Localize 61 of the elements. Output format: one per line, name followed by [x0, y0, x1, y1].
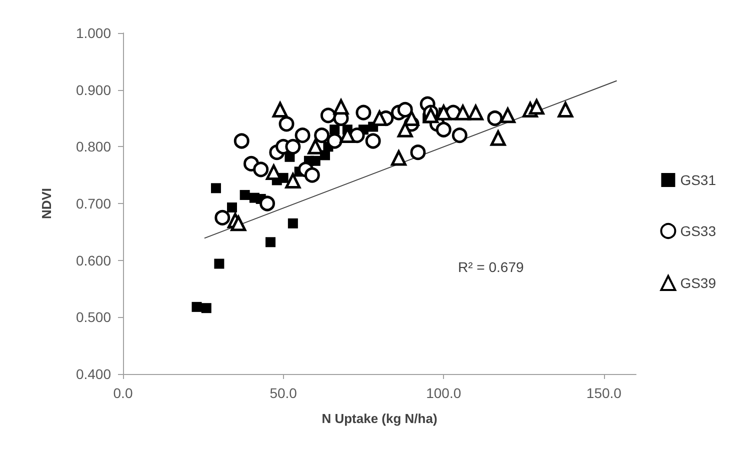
- point: [390, 150, 406, 166]
- y-tick-label: 0.400: [76, 366, 112, 382]
- point: [330, 124, 340, 135]
- point: [227, 202, 238, 212]
- point: [192, 302, 202, 312]
- point: [214, 210, 230, 226]
- point: [278, 116, 294, 132]
- point: [436, 122, 452, 138]
- point: [490, 130, 506, 146]
- point: [310, 156, 320, 166]
- legend-label: GS31: [680, 172, 716, 188]
- point: [272, 102, 288, 118]
- legend-label: GS39: [680, 275, 716, 291]
- point: [528, 99, 544, 115]
- point: [436, 104, 452, 120]
- x-axis-title: N Uptake (kg N/ha): [322, 411, 438, 426]
- point: [314, 128, 330, 144]
- point: [201, 303, 212, 314]
- point: [452, 128, 468, 144]
- y-tick-label: 0.500: [76, 309, 112, 326]
- point: [468, 104, 484, 120]
- point: [260, 196, 276, 212]
- point: [487, 110, 503, 126]
- y-tick-label: 0.600: [76, 252, 112, 268]
- y-axis-title: NDVI: [39, 188, 54, 220]
- point: [288, 218, 298, 228]
- point: [333, 99, 349, 115]
- x-tick-label: 0.0: [113, 385, 133, 401]
- point: [320, 108, 336, 124]
- point: [423, 108, 439, 124]
- x-tick-label: 50.0: [270, 385, 298, 401]
- point: [294, 128, 310, 144]
- x-tick-label: 150.0: [586, 385, 622, 401]
- point: [455, 104, 471, 120]
- point: [397, 102, 413, 118]
- point: [308, 138, 324, 154]
- point: [372, 110, 388, 126]
- y-tick-label: 0.800: [76, 138, 112, 155]
- point: [210, 183, 221, 194]
- point: [265, 237, 276, 248]
- annotation: R² = 0.679: [458, 259, 524, 275]
- point: [356, 104, 372, 120]
- point: [410, 144, 426, 160]
- point: [214, 258, 224, 269]
- legend-label: GS33: [680, 223, 716, 239]
- point: [500, 108, 516, 124]
- point: [230, 216, 246, 232]
- y-tick-label: 0.900: [76, 82, 112, 98]
- point: [326, 133, 342, 149]
- point: [558, 102, 574, 118]
- point: [365, 133, 381, 149]
- y-tick-label: 1.000: [76, 25, 112, 41]
- x-tick-label: 100.0: [426, 385, 462, 401]
- point: [397, 122, 413, 138]
- point: [234, 133, 250, 149]
- point: [285, 138, 301, 154]
- point: [240, 190, 250, 200]
- point: [253, 162, 269, 178]
- y-tick-label: 0.700: [76, 196, 112, 212]
- point: [285, 173, 301, 189]
- point: [304, 167, 320, 183]
